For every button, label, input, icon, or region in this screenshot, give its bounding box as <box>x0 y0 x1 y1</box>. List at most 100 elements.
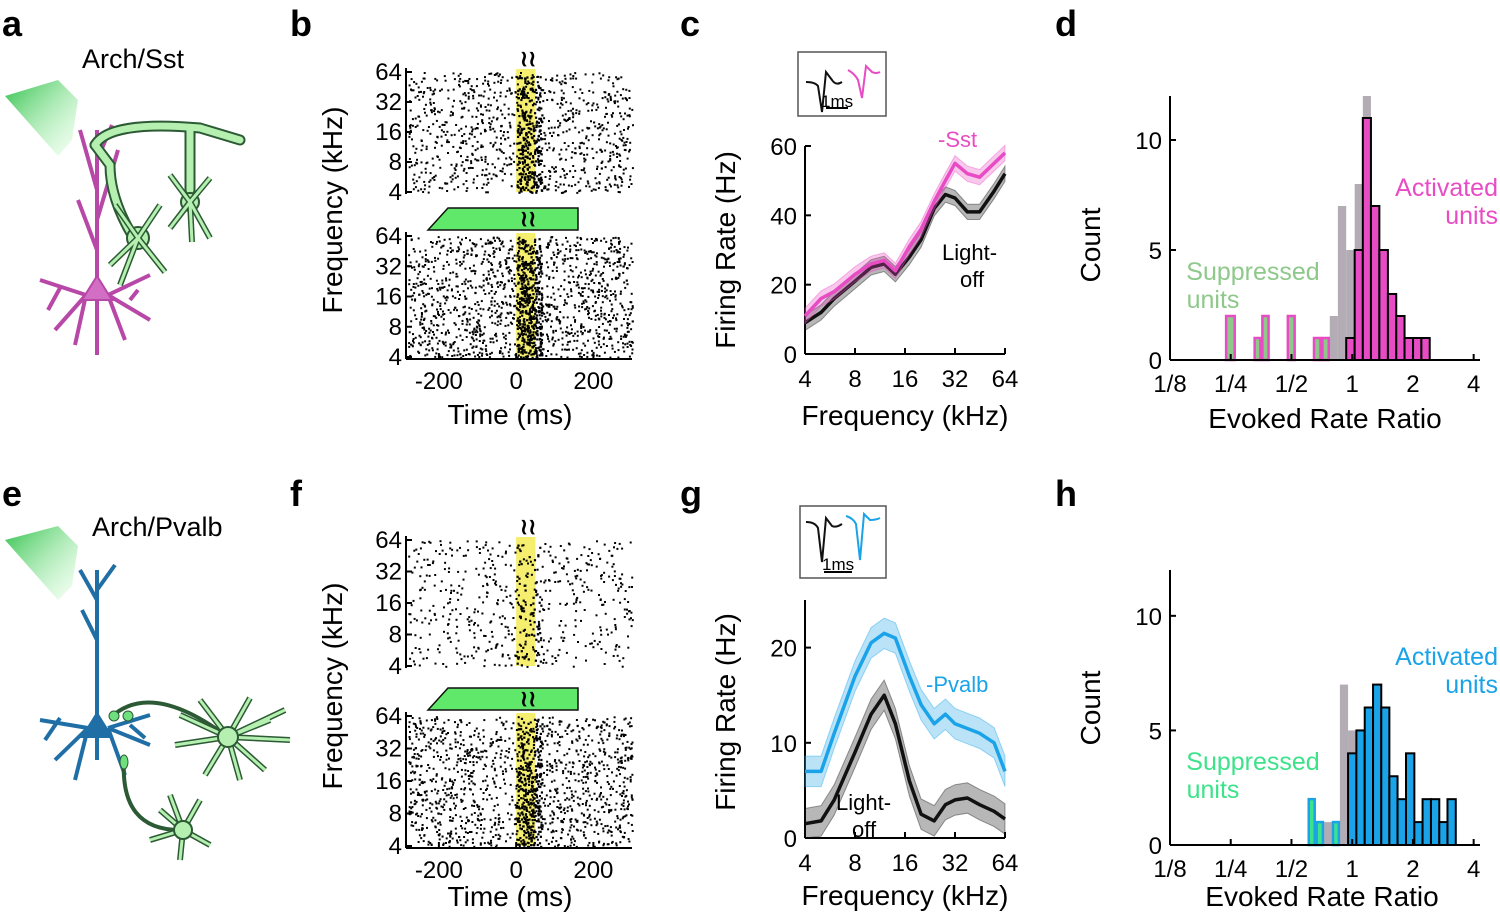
spike <box>441 777 444 780</box>
spike <box>425 817 428 820</box>
spike <box>591 632 594 635</box>
spike <box>598 594 600 596</box>
spike <box>628 618 631 621</box>
spike <box>557 580 560 583</box>
spike <box>574 183 577 186</box>
spike <box>559 803 562 806</box>
spike <box>418 828 421 831</box>
spike-evoked <box>529 174 532 178</box>
spike <box>474 291 477 294</box>
spike <box>445 733 448 736</box>
pvalb-synapse-icon <box>108 710 134 770</box>
spike <box>583 153 586 156</box>
spike-evoked <box>520 291 523 294</box>
spike-evoked <box>522 768 525 771</box>
spike <box>445 299 448 302</box>
spike <box>599 626 602 629</box>
spike <box>623 333 626 336</box>
spike <box>626 608 628 611</box>
spike <box>516 168 519 171</box>
spike <box>521 544 524 547</box>
spike-evoked <box>531 270 534 273</box>
spike <box>436 324 439 327</box>
spike <box>626 342 629 345</box>
spike <box>481 612 484 615</box>
spike-evoked <box>518 615 522 618</box>
spike-evoked <box>525 110 528 113</box>
spike <box>465 237 467 239</box>
spike-evoked <box>522 153 525 156</box>
spike <box>565 248 568 250</box>
spike <box>630 755 633 758</box>
spike <box>461 135 464 137</box>
spike <box>600 823 603 826</box>
spike <box>439 798 442 801</box>
spike <box>598 748 601 751</box>
spike <box>441 187 444 190</box>
spike <box>460 743 462 746</box>
spike <box>492 145 495 148</box>
spike <box>510 664 513 667</box>
spike <box>557 248 559 251</box>
spike-evoked <box>520 129 523 132</box>
spike <box>416 560 419 563</box>
spike <box>458 836 461 839</box>
spike <box>628 746 631 749</box>
spike-evoked <box>540 845 543 848</box>
spike-evoked <box>534 282 537 285</box>
spike <box>541 825 544 828</box>
spike <box>589 270 592 273</box>
spike-evoked <box>525 768 528 771</box>
spike <box>494 239 496 242</box>
spike <box>604 290 607 293</box>
spike <box>620 133 623 136</box>
spike <box>501 281 503 284</box>
spike <box>410 88 412 91</box>
spike <box>625 746 628 749</box>
spike-evoked <box>521 310 524 313</box>
spike <box>409 354 412 357</box>
spike <box>598 318 601 321</box>
spike <box>445 121 448 124</box>
spike <box>462 739 465 742</box>
spike <box>498 837 501 840</box>
spike <box>501 242 504 244</box>
spike <box>604 612 607 615</box>
spike <box>429 842 432 844</box>
spike <box>420 80 423 83</box>
spike <box>598 640 601 643</box>
spike <box>433 176 436 178</box>
spike <box>482 831 485 834</box>
spike <box>598 326 601 328</box>
spike <box>470 831 473 833</box>
spike <box>486 163 489 166</box>
spike <box>561 783 564 786</box>
spike <box>433 107 436 110</box>
spike-evoked <box>522 136 525 139</box>
spike <box>489 621 492 624</box>
spike <box>458 80 461 83</box>
spike <box>587 588 590 591</box>
spike <box>602 271 605 274</box>
spike <box>521 97 524 99</box>
spike <box>584 837 587 840</box>
spike <box>434 140 437 143</box>
spike <box>626 99 628 102</box>
spike <box>480 824 482 826</box>
spike <box>568 761 571 764</box>
spike <box>483 763 486 766</box>
spike <box>445 331 448 334</box>
spike <box>515 729 518 731</box>
spike <box>591 278 594 281</box>
spike <box>448 618 451 621</box>
spike <box>603 729 606 732</box>
spike <box>588 89 591 92</box>
spike-evoked <box>534 659 537 662</box>
spike <box>444 121 447 124</box>
spike-evoked <box>540 797 543 800</box>
spike-evoked <box>517 817 520 820</box>
spike <box>536 76 539 78</box>
spike-evoked <box>538 290 541 294</box>
spike <box>462 256 465 259</box>
spike <box>472 345 475 348</box>
